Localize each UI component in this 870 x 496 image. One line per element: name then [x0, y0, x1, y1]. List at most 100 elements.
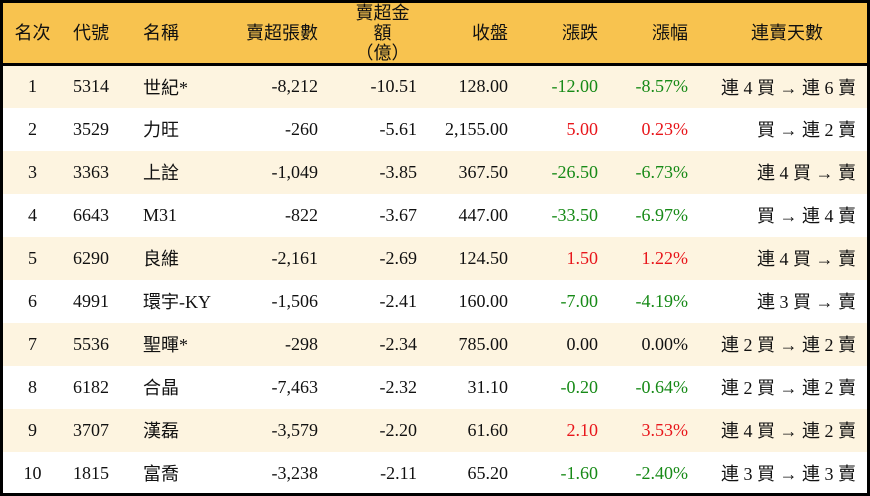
streak-cell: 連 4 買 → 連 6 賣 [721, 77, 856, 98]
net-sell-amount-cell: -3.85 [379, 161, 418, 182]
header-spacer [856, 3, 867, 66]
change-cell: 1.50 [566, 247, 599, 268]
header-code: 代號 [62, 3, 132, 66]
table-row[interactable]: 5 6290 良維 -2,161 -2.69 124.50 1.50 1.22% 連 4 買 →… [3, 236, 867, 280]
header-net-sell-amount: 賣超金額 （億） [318, 3, 417, 66]
row-spacer [856, 108, 867, 151]
streak-cell: 連 3 買 → 連 3 賣 [721, 464, 856, 484]
change-cell: -7.00 [560, 290, 599, 311]
change-pct-cell: -0.64% [635, 376, 689, 397]
streak-cell: 買 → 連 4 賣 [757, 206, 856, 226]
change-cell: -1.60 [560, 462, 599, 483]
table-row[interactable]: 3 3363 上詮 -1,049 -3.85 367.50 -26.50 -6.73% 連 4 … [3, 150, 867, 194]
table-row[interactable]: 9 3707 漢磊 -3,579 -2.20 61.60 2.10 3.53% 連 4 買 → … [3, 408, 867, 452]
close-cell: 61.60 [467, 419, 509, 440]
table-row[interactable]: 10 1815 富喬 -3,238 -2.11 65.20 -1.60 -2.40% 連 3 買… [3, 452, 867, 495]
header-net-sell-amount-line1: 賣超金額 [355, 3, 410, 43]
net-sell-lots-cell: -298 [285, 333, 318, 354]
rank-cell: 7 [28, 333, 37, 354]
header-net-sell-amount-line2: （億） [355, 43, 410, 63]
close-cell: 447.00 [458, 204, 509, 225]
net-sell-amount-cell: -5.61 [379, 118, 418, 139]
table-row[interactable]: 6 4991 環宇-KY -1,506 -2.41 160.00 -7.00 -4.19% 連 … [3, 280, 867, 323]
change-pct-cell: -6.97% [635, 204, 689, 225]
rank-cell: 9 [28, 419, 37, 440]
change-pct-cell: 0.23% [641, 118, 689, 139]
net-sell-lots-cell: -260 [285, 118, 318, 139]
streak-cell: 買 → 連 2 賣 [757, 120, 856, 140]
change-cell: -0.20 [560, 376, 599, 397]
code-cell: 1815 [73, 462, 109, 483]
rank-cell: 8 [28, 376, 37, 397]
header-close: 收盤 [417, 3, 508, 66]
table-row[interactable]: 8 6182 合晶 -7,463 -2.32 31.10 -0.20 -0.64% 連 2 買 … [3, 366, 867, 409]
row-spacer [856, 237, 867, 280]
row-spacer [856, 409, 867, 452]
change-cell: 0.00 [566, 333, 599, 354]
streak-cell: 連 4 買 → 連 2 賣 [721, 421, 856, 441]
change-cell: -33.50 [551, 204, 599, 225]
table-row[interactable]: 4 6643 M31 -822 -3.67 447.00 -33.50 -6.97% 買 → 連… [3, 194, 867, 237]
row-spacer [856, 366, 867, 409]
close-cell: 65.20 [467, 462, 509, 483]
rank-cell: 5 [28, 247, 37, 268]
net-sell-amount-cell: -2.20 [379, 419, 418, 440]
change-cell: -26.50 [551, 161, 599, 182]
close-cell: 128.00 [458, 76, 509, 97]
net-sell-amount-cell: -2.41 [379, 290, 418, 311]
close-cell: 124.50 [458, 247, 509, 268]
name-cell: 合晶 [143, 378, 179, 398]
name-cell: 力旺 [143, 120, 179, 140]
rank-cell: 4 [28, 204, 37, 225]
net-sell-amount-cell: -3.67 [379, 204, 418, 225]
rank-cell: 3 [28, 161, 37, 182]
streak-cell: 連 3 買 → 賣 [757, 292, 856, 312]
streak-cell: 連 4 買 → 賣 [757, 249, 856, 269]
net-sell-lots-cell: -7,463 [271, 376, 319, 397]
net-sell-lots-cell: -3,238 [271, 462, 319, 483]
change-pct-cell: 3.53% [641, 419, 689, 440]
table-row[interactable]: 2 3529 力旺 -260 -5.61 2,155.00 5.00 0.23% 買 → 連 2… [3, 108, 867, 151]
table-row[interactable]: 7 5536 聖暉* -298 -2.34 785.00 0.00 0.00% 連 2 買 → … [3, 322, 867, 366]
net-sell-amount-cell: -2.11 [380, 462, 417, 483]
change-pct-cell: -6.73% [635, 161, 689, 182]
code-cell: 3529 [73, 118, 109, 139]
change-cell: -12.00 [551, 76, 599, 97]
net-sell-ranking-table: 名次 代號 名稱 賣超張數 賣超金額 （億） 收盤 漲跌 漲幅 連賣天數 1 53… [3, 3, 867, 495]
code-cell: 3707 [73, 419, 109, 440]
net-sell-amount-cell: -10.51 [370, 76, 418, 97]
change-pct-cell: -2.40% [635, 462, 689, 483]
code-cell: 4991 [73, 290, 109, 311]
net-sell-lots-cell: -3,579 [271, 419, 319, 440]
row-spacer [856, 323, 867, 366]
header-rank: 名次 [3, 3, 62, 66]
name-cell: 富喬 [143, 464, 179, 484]
close-cell: 2,155.00 [445, 118, 508, 139]
change-pct-cell: -8.57% [635, 76, 689, 97]
header-change-pct: 漲幅 [598, 3, 688, 66]
row-spacer [856, 452, 867, 495]
name-cell: 環宇-KY [143, 292, 211, 312]
rank-cell: 10 [23, 462, 42, 483]
net-sell-lots-cell: -822 [285, 204, 318, 225]
code-cell: 6290 [73, 247, 109, 268]
close-cell: 367.50 [458, 161, 509, 182]
change-pct-cell: -4.19% [635, 290, 689, 311]
streak-cell: 連 2 買 → 連 2 賣 [721, 378, 856, 398]
net-sell-amount-cell: -2.34 [379, 333, 418, 354]
row-spacer [856, 151, 867, 194]
code-cell: 5536 [73, 333, 109, 354]
table-row[interactable]: 1 5314 世紀* -8,212 -10.51 128.00 -12.00 -8.57% 連 … [3, 64, 867, 108]
net-sell-lots-cell: -1,049 [271, 161, 319, 182]
row-spacer [856, 194, 867, 237]
change-cell: 2.10 [566, 419, 599, 440]
name-cell: 良維 [143, 249, 179, 269]
code-cell: 5314 [73, 76, 109, 97]
row-spacer [856, 280, 867, 323]
code-cell: 6643 [73, 204, 109, 225]
row-spacer [856, 65, 867, 108]
change-pct-cell: 1.22% [641, 247, 689, 268]
change-pct-cell: 0.00% [641, 333, 689, 354]
name-cell: 世紀* [143, 77, 188, 98]
